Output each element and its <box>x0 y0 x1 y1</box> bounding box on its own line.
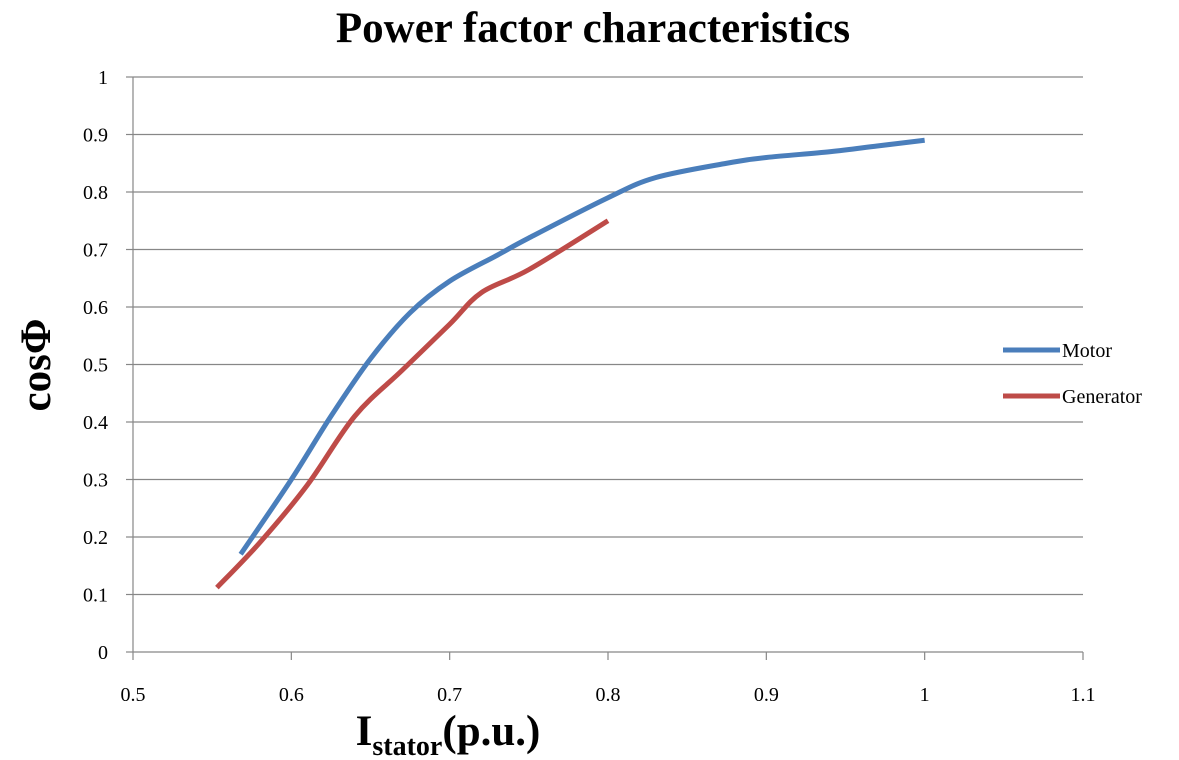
x-tick-label: 0.6 <box>279 684 304 706</box>
y-tick-label: 0.4 <box>83 412 108 434</box>
x-tick-label: 0.9 <box>754 684 779 706</box>
y-tick-label: 0.2 <box>83 527 108 549</box>
x-tick-label: 1 <box>920 684 930 706</box>
y-axis-title: cosΦ <box>13 319 60 412</box>
axes <box>126 76 1084 660</box>
x-tick-label: 0.8 <box>596 684 621 706</box>
y-tick-label: 0.8 <box>83 182 108 204</box>
legend-label-generator: Generator <box>1062 386 1142 408</box>
x-axis-title-suffix: (p.u.) <box>442 708 540 755</box>
x-tick-labels: 0.5 0.6 0.7 0.8 0.9 1 1.1 <box>121 684 1096 706</box>
y-tick-label: 0.9 <box>83 125 108 147</box>
gridlines <box>133 76 1083 596</box>
x-axis-title-subscript: stator <box>372 731 442 760</box>
y-tick-label: 0.3 <box>83 470 108 492</box>
series-line-generator <box>215 218 610 590</box>
x-axis-title: Istator(p.u.) <box>356 708 541 760</box>
plot-series <box>215 137 925 590</box>
chart-title: Power factor characteristics <box>336 5 850 52</box>
x-tick-label: 1.1 <box>1071 684 1096 706</box>
x-tick-label: 0.5 <box>121 684 146 706</box>
y-tick-label: 0.7 <box>83 240 108 262</box>
y-tick-label: 0 <box>98 642 108 664</box>
y-tick-labels: 0 0.1 0.2 0.3 0.4 0.5 0.6 0.7 0.8 0.9 1 <box>83 67 108 664</box>
y-tick-label: 0.1 <box>83 585 108 607</box>
legend-label-motor: Motor <box>1062 340 1112 362</box>
y-tick-label: 0.6 <box>83 297 108 319</box>
y-tick-label: 0.5 <box>83 355 108 377</box>
x-tick-label: 0.7 <box>437 684 462 706</box>
y-tick-label: 1 <box>98 67 108 89</box>
x-axis-title-main: I <box>356 708 373 755</box>
series-line-motor <box>238 137 925 556</box>
legend: Motor Generator <box>1003 340 1142 408</box>
